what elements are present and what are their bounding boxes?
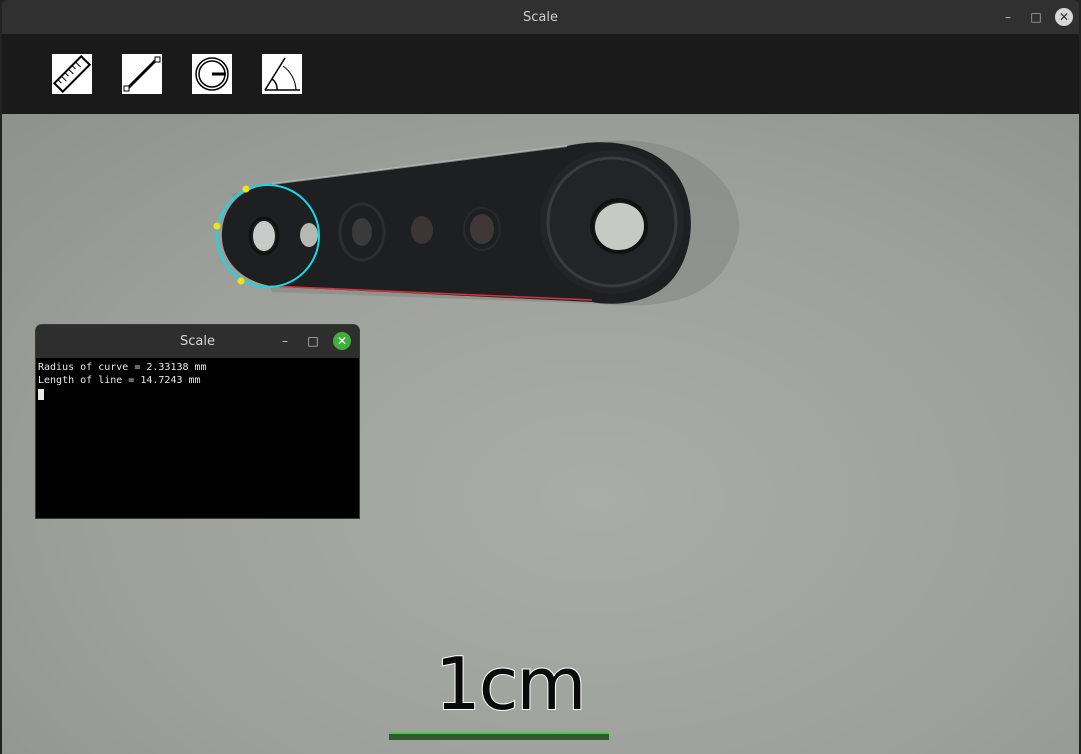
terminal-window: Scale – □ ✕ Radius of curve = 2.33138 mm… bbox=[36, 325, 359, 518]
terminal-titlebar[interactable]: Scale – □ ✕ bbox=[36, 325, 359, 358]
terminal-line: Length of line = 14.7243 mm bbox=[38, 375, 201, 386]
measured-line[interactable] bbox=[269, 285, 593, 301]
close-icon[interactable]: ✕ bbox=[1055, 8, 1073, 26]
angle-icon bbox=[264, 57, 300, 91]
toolbar bbox=[2, 34, 1079, 114]
terminal-cursor bbox=[38, 389, 44, 400]
fitted-circle[interactable] bbox=[216, 184, 320, 288]
control-point[interactable] bbox=[213, 222, 221, 230]
ruler-icon bbox=[52, 54, 92, 94]
angle-tool[interactable] bbox=[262, 54, 302, 94]
servo-horn-image bbox=[213, 140, 739, 306]
minimize-icon[interactable]: – bbox=[282, 334, 288, 348]
scale-bar bbox=[389, 732, 609, 740]
radius-tool[interactable] bbox=[192, 54, 232, 94]
terminal-output[interactable]: Radius of curve = 2.33138 mm Length of l… bbox=[36, 358, 359, 407]
close-icon[interactable]: ✕ bbox=[333, 332, 351, 350]
line-icon bbox=[123, 56, 161, 92]
terminal-title: Scale bbox=[180, 334, 215, 349]
circle-radius-icon bbox=[195, 57, 229, 91]
maximize-icon[interactable]: □ bbox=[1030, 10, 1042, 24]
terminal-line: Radius of curve = 2.33138 mm bbox=[38, 362, 207, 373]
minimize-icon[interactable]: – bbox=[1005, 10, 1011, 24]
window-controls: – □ ✕ bbox=[999, 8, 1073, 26]
line-tool[interactable] bbox=[122, 54, 162, 94]
control-point[interactable] bbox=[242, 185, 250, 193]
scale-label: 1cm bbox=[434, 641, 588, 727]
window-title: Scale bbox=[523, 9, 558, 25]
window-titlebar[interactable]: Scale – □ ✕ bbox=[2, 0, 1079, 34]
control-point[interactable] bbox=[237, 277, 245, 285]
terminal-controls: – □ ✕ bbox=[277, 332, 351, 350]
maximize-icon[interactable]: □ bbox=[307, 334, 319, 348]
ruler-tool[interactable] bbox=[52, 54, 92, 94]
